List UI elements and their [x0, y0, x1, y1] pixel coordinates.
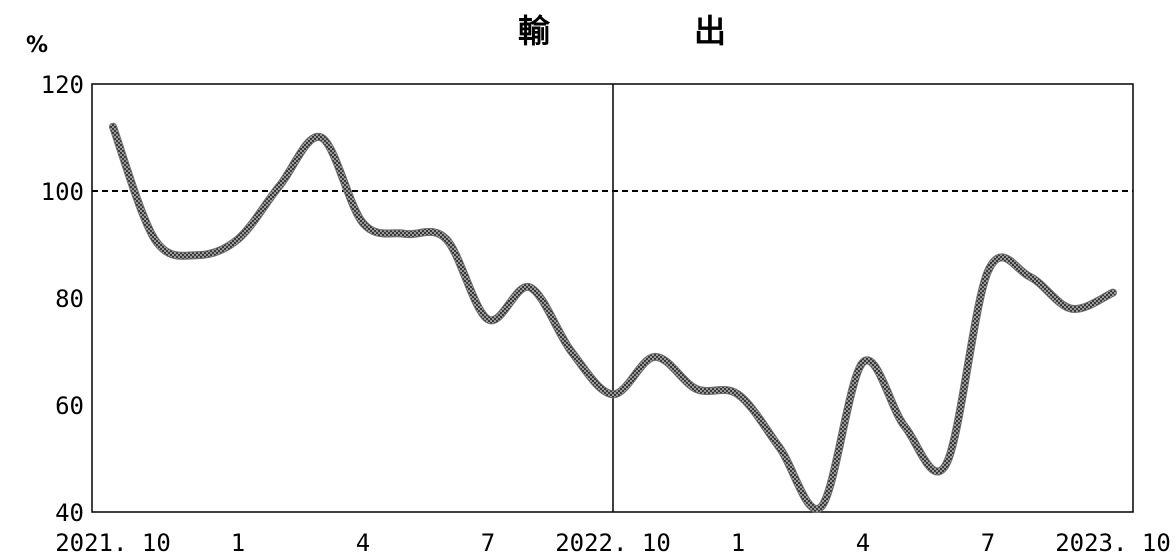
x-tick-label: 7 — [481, 529, 495, 557]
x-tick-label: 4 — [356, 529, 370, 557]
x-axis: 2021. 10 1 4 7 2022. 10 1 4 7 2023. 10 — [55, 529, 1171, 557]
data-point — [777, 445, 782, 450]
x-tick-label: 1 — [231, 529, 245, 557]
y-tick-label: 120 — [41, 71, 84, 99]
data-point — [569, 349, 574, 354]
y-tick-label: 80 — [55, 285, 84, 313]
data-point — [402, 231, 407, 236]
data-point — [527, 285, 532, 290]
x-tick-label: 4 — [856, 529, 870, 557]
x-tick-label: 7 — [981, 529, 995, 557]
data-point — [236, 237, 241, 242]
y-tick-label: 60 — [55, 392, 84, 420]
data-point — [861, 360, 866, 365]
data-point — [1027, 274, 1032, 279]
x-tick-label: 2023. 10 — [1055, 529, 1171, 557]
data-point — [1111, 290, 1116, 295]
data-point — [319, 135, 324, 140]
x-tick-label: 1 — [731, 529, 745, 557]
series-line — [110, 123, 1116, 512]
data-point — [611, 392, 616, 397]
data-point — [694, 386, 699, 391]
data-point — [652, 354, 657, 359]
data-point — [1069, 306, 1074, 311]
data-point — [444, 237, 449, 242]
data-point — [486, 317, 491, 322]
series-group — [109, 122, 1117, 513]
data-point — [194, 253, 199, 258]
x-tick-label: 2021. 10 — [55, 529, 171, 557]
data-point — [111, 124, 116, 129]
y-tick-label: 100 — [41, 178, 84, 206]
y-axis: 40 60 80 100 120 — [41, 71, 84, 527]
chart-title: 輸 出 — [518, 12, 782, 50]
data-point — [902, 424, 907, 429]
x-tick-label: 2022. 10 — [555, 529, 671, 557]
data-point — [944, 461, 949, 466]
data-point — [277, 183, 282, 188]
data-point — [736, 392, 741, 397]
y-axis-unit-label: % — [26, 33, 48, 58]
data-point — [361, 221, 366, 226]
data-point — [152, 237, 157, 242]
data-point — [819, 504, 824, 509]
y-tick-label: 40 — [55, 499, 84, 527]
data-point — [986, 269, 991, 274]
